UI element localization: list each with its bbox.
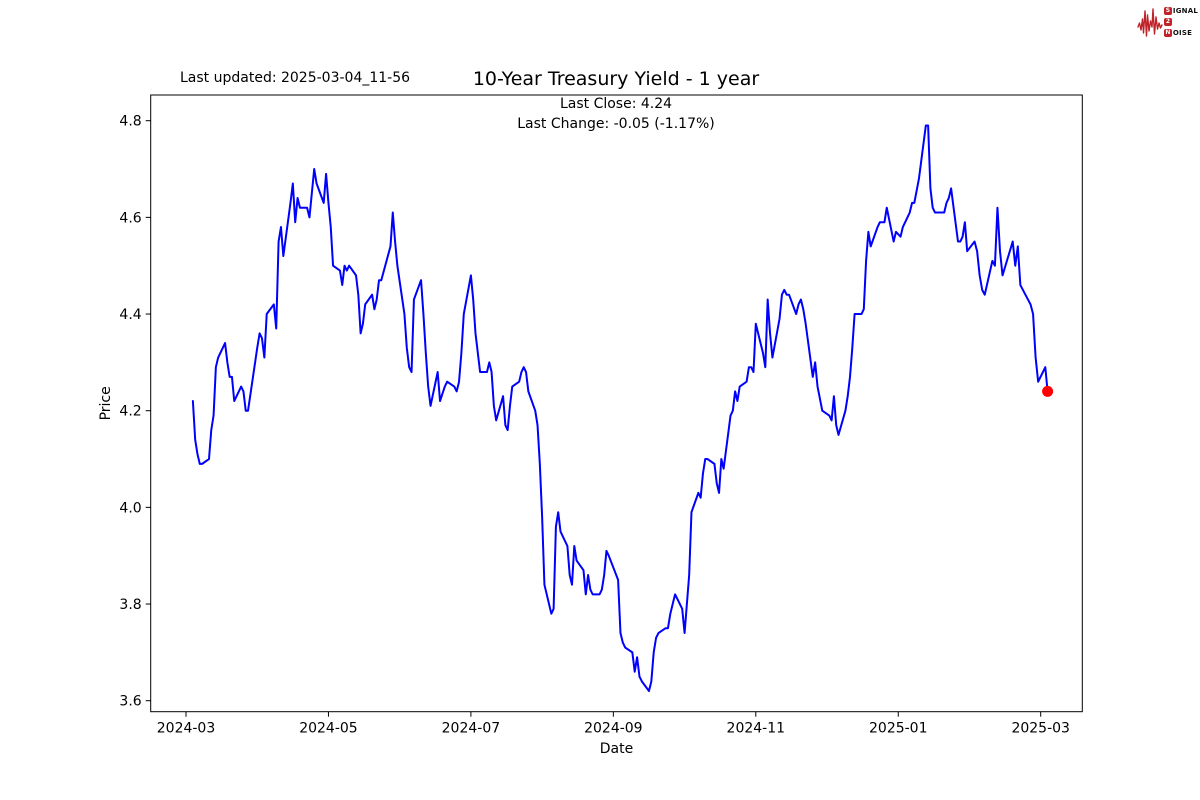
logo-badge-n: N xyxy=(1163,29,1172,37)
y-tick-label: 3.8 xyxy=(119,597,141,613)
logo-badge-2: 2 xyxy=(1163,18,1172,26)
price-line xyxy=(191,124,1049,693)
x-axis: 2024-03 2024-05 2024-07 2024-09 2024-11 2025-… xyxy=(157,711,1070,737)
y-tick-label: 4.8 xyxy=(119,114,141,130)
logo-row-noise: N OISE xyxy=(1163,28,1198,38)
y-axis-label: Price xyxy=(98,386,114,420)
last-close-label: Last Close: 4.24 xyxy=(559,96,673,112)
logo-row-2: 2 xyxy=(1163,17,1198,27)
y-tick-label: 4.6 xyxy=(119,210,141,226)
x-tick-label: 2024-05 xyxy=(299,721,358,737)
logo-text: S IGNAL 2 N OISE xyxy=(1163,6,1198,38)
last-price-marker xyxy=(1042,385,1054,397)
y-tick-label: 4.2 xyxy=(119,404,141,420)
x-tick-label: 2025-01 xyxy=(869,721,928,737)
x-tick-label: 2024-11 xyxy=(727,721,786,737)
waveform-icon xyxy=(1137,8,1163,37)
x-tick-label: 2024-09 xyxy=(584,721,643,737)
y-tick-label: 4.4 xyxy=(119,307,141,323)
y-tick-label: 4.0 xyxy=(119,500,141,516)
logo-row-signal: S IGNAL xyxy=(1163,6,1198,16)
logo-badge-s: S xyxy=(1163,7,1172,15)
x-axis-label: Date xyxy=(600,741,633,757)
logo-rest-oise: OISE xyxy=(1172,28,1193,37)
x-tick-label: 2024-07 xyxy=(442,721,501,737)
last-updated-label: Last updated: 2025-03-04_11-56 xyxy=(180,70,411,86)
logo-rest-ignal: IGNAL xyxy=(1172,6,1198,15)
x-tick-label: 2025-03 xyxy=(1011,721,1070,737)
plot-area xyxy=(150,94,1083,713)
signal2noise-logo: S IGNAL 2 N OISE xyxy=(1137,3,1198,41)
x-tick-label: 2024-03 xyxy=(157,721,216,737)
chart-title: 10-Year Treasury Yield - 1 year xyxy=(472,68,760,90)
last-change-label: Last Change: -0.05 (-1.17%) xyxy=(517,116,715,132)
y-axis: 3.6 3.8 4.0 4.2 4.4 4.6 4.8 xyxy=(119,114,151,710)
y-tick-label: 3.6 xyxy=(119,694,141,710)
